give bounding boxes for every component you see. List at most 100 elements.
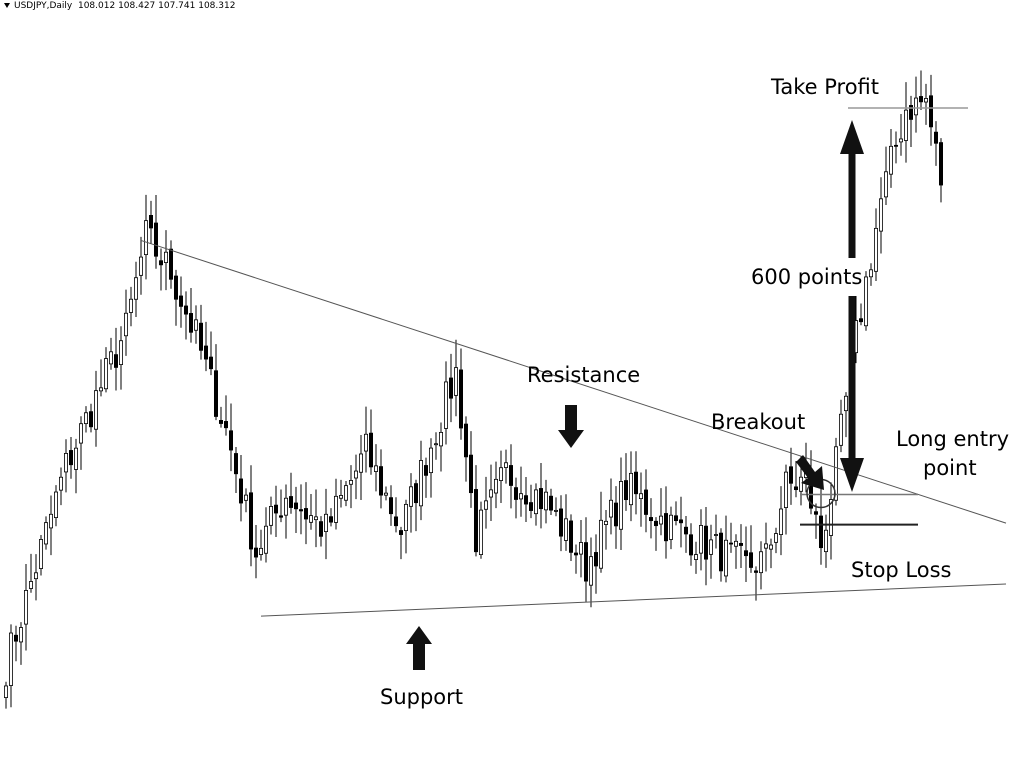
- candle-bullish: [44, 522, 49, 545]
- candle-bullish: [268, 506, 273, 526]
- candle-bearish: [13, 634, 18, 642]
- candle-bullish: [323, 513, 328, 532]
- candle-bullish: [844, 395, 849, 412]
- candle-bearish: [473, 489, 478, 553]
- candle-bullish: [579, 542, 584, 555]
- candle-bearish: [894, 144, 899, 147]
- candle-bullish: [433, 443, 438, 446]
- candle-bullish: [669, 514, 674, 540]
- points-label: 600 points: [751, 265, 862, 289]
- candle-bullish: [604, 520, 609, 525]
- candle-bearish: [198, 322, 203, 351]
- candle-bullish: [343, 485, 348, 501]
- candle-bullish: [163, 251, 168, 263]
- candle-bullish: [924, 98, 929, 103]
- candle-bullish: [39, 539, 44, 569]
- candle-bullish: [84, 412, 89, 425]
- candle-bearish: [739, 542, 744, 546]
- candle-bullish: [443, 381, 448, 429]
- candle-bullish: [119, 340, 124, 365]
- candle-bearish: [789, 466, 794, 484]
- candle-bullish: [659, 515, 664, 525]
- candle-bullish: [629, 472, 634, 506]
- candle-bearish: [398, 530, 403, 535]
- candle-bearish: [468, 454, 473, 494]
- candle-bullish: [94, 390, 99, 430]
- candle-bearish: [228, 430, 233, 451]
- candle-bullish: [619, 481, 624, 530]
- candle-bullish: [363, 433, 368, 452]
- candle-bearish: [188, 313, 193, 333]
- candle-bearish: [508, 465, 513, 486]
- candle-bearish: [614, 502, 619, 527]
- dropdown-triangle-icon[interactable]: [4, 3, 10, 8]
- candle-bullish: [23, 590, 28, 625]
- candle-bullish: [263, 525, 268, 554]
- candle-bullish: [338, 495, 343, 499]
- candle-bearish: [934, 131, 939, 144]
- candle-bullish: [554, 509, 559, 512]
- candle-bearish: [413, 483, 418, 504]
- candle-bullish: [408, 486, 413, 507]
- candle-bearish: [859, 318, 864, 323]
- candle-bearish: [388, 497, 393, 515]
- candle-bearish: [248, 492, 253, 550]
- candle-bearish: [153, 222, 158, 257]
- candle-bullish: [884, 171, 889, 198]
- support-trendline: [260, 583, 1007, 617]
- resistance-trendline: [140, 239, 1007, 524]
- candle-bullish: [734, 540, 739, 547]
- candle-bearish: [634, 471, 639, 495]
- candle-bullish: [824, 529, 829, 553]
- candle-bullish: [488, 489, 493, 498]
- candle-bearish: [208, 356, 213, 370]
- candle-bullish: [864, 276, 869, 327]
- candle-bearish: [368, 432, 373, 468]
- candle-bearish: [114, 354, 119, 368]
- candle-bearish: [749, 552, 754, 568]
- candle-bearish: [278, 515, 283, 518]
- candle-bullish: [373, 465, 378, 472]
- candle-bearish: [679, 519, 684, 524]
- candle-bearish: [569, 520, 574, 553]
- candle-bullish: [193, 319, 198, 331]
- entry-arrow-icon: [840, 296, 864, 492]
- candle-bullish: [904, 109, 909, 141]
- candle-bullish: [64, 453, 69, 473]
- candle-bearish: [909, 105, 914, 120]
- candle-bullish: [124, 312, 129, 337]
- candle-bearish: [684, 526, 689, 535]
- candle-bullish: [759, 551, 764, 574]
- candle-bearish: [148, 215, 153, 229]
- candle-bullish: [353, 470, 358, 479]
- candle-bearish: [318, 521, 323, 537]
- candle-bearish: [173, 275, 178, 300]
- candle-bullish: [483, 500, 488, 510]
- candle-bullish: [589, 556, 594, 586]
- candle-bullish: [544, 491, 549, 511]
- candle-bearish: [584, 542, 589, 582]
- candle-bearish: [183, 305, 188, 315]
- resistance-label: Resistance: [527, 363, 640, 387]
- candle-bullish: [138, 256, 143, 276]
- candle-bullish: [779, 508, 784, 535]
- candle-bearish: [303, 508, 308, 520]
- candle-bearish: [253, 547, 258, 558]
- candle-bullish: [829, 499, 834, 536]
- breakout-label: Breakout: [711, 410, 805, 434]
- candle-bearish: [298, 509, 303, 512]
- candle-bullish: [99, 387, 104, 392]
- candle-bearish: [158, 260, 163, 266]
- candle-bearish: [203, 345, 208, 360]
- candle-bearish: [168, 248, 173, 280]
- candle-bearish: [819, 515, 824, 549]
- candle-bearish: [514, 487, 519, 500]
- candle-bearish: [69, 450, 74, 466]
- candle-bullish: [874, 227, 879, 272]
- candle-bearish: [654, 520, 659, 527]
- candle-bullish: [599, 519, 604, 569]
- candle-bullish: [609, 499, 614, 518]
- candle-bearish: [919, 96, 924, 103]
- candle-bearish: [729, 542, 734, 545]
- candle-bearish: [448, 377, 453, 399]
